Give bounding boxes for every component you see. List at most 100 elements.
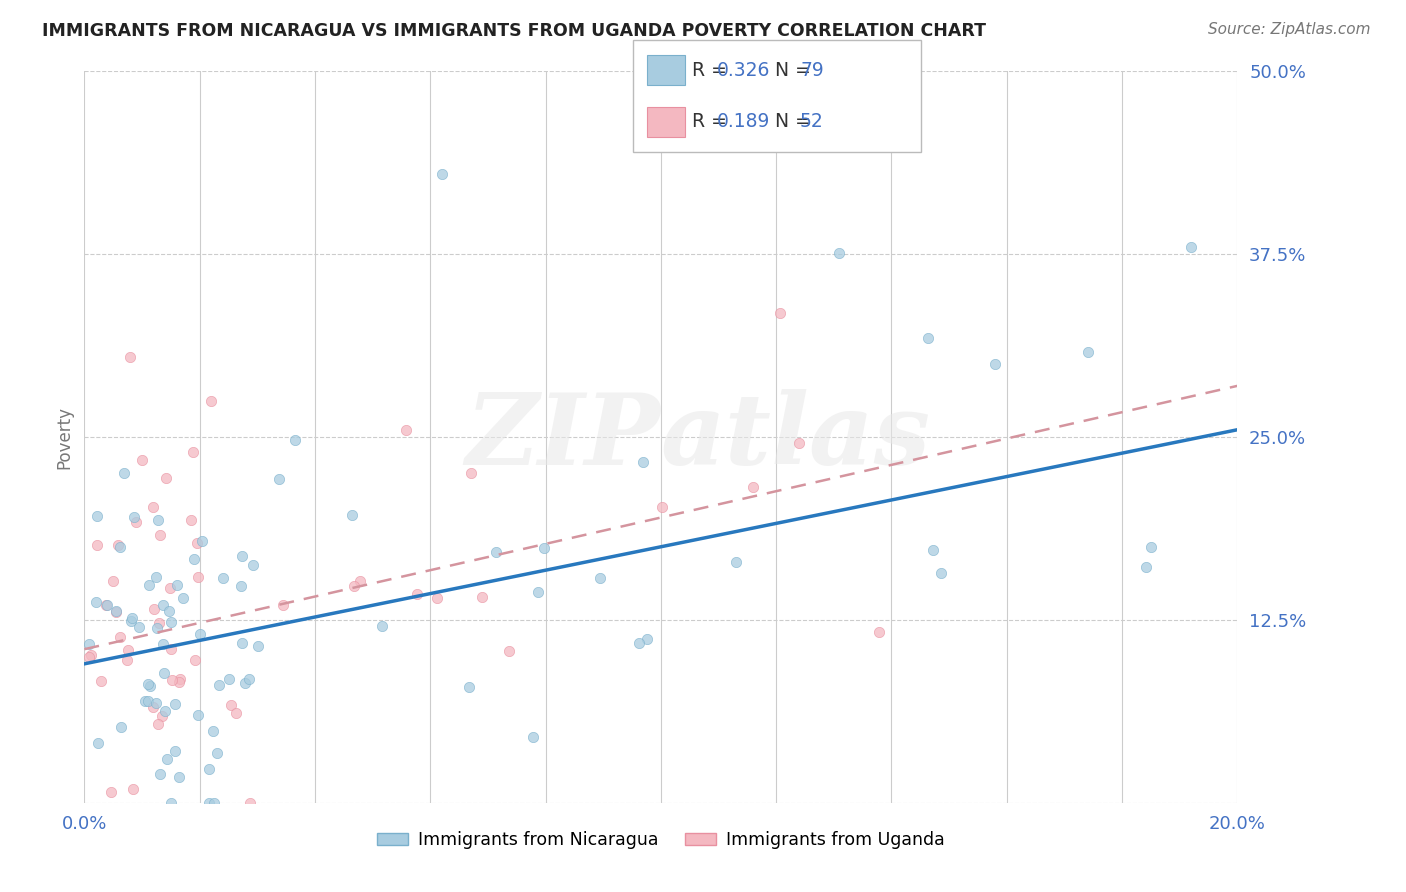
Point — [148, 615, 170, 630]
Point — [787, 436, 810, 450]
Point — [212, 571, 235, 585]
Point — [460, 466, 482, 480]
Point — [167, 770, 190, 784]
Point — [425, 591, 447, 605]
Point — [136, 677, 159, 691]
Point — [208, 678, 231, 692]
Point — [197, 762, 219, 776]
Point — [104, 604, 127, 618]
Point — [984, 357, 1007, 371]
Point — [160, 641, 183, 656]
Point — [651, 500, 673, 515]
Point — [527, 585, 550, 599]
Point — [150, 709, 173, 723]
Point — [90, 673, 112, 688]
Point — [84, 594, 107, 608]
Point — [273, 598, 295, 612]
Point — [122, 510, 145, 524]
Point — [138, 577, 160, 591]
Point — [1180, 240, 1202, 254]
Point — [138, 694, 160, 708]
Point — [146, 716, 169, 731]
Point — [922, 542, 945, 557]
Point — [159, 581, 181, 595]
Point — [267, 472, 290, 486]
Point — [498, 644, 520, 658]
Point — [156, 752, 179, 766]
Point — [142, 699, 165, 714]
Point — [131, 452, 153, 467]
Point — [395, 423, 418, 437]
Point — [128, 619, 150, 633]
Point — [769, 306, 792, 320]
Text: atlas: atlas — [661, 389, 931, 485]
Point — [145, 570, 167, 584]
Point — [157, 604, 180, 618]
Point — [235, 676, 257, 690]
Text: R =: R = — [692, 112, 733, 131]
Point — [533, 541, 555, 555]
Point — [125, 515, 148, 529]
Point — [163, 744, 186, 758]
Point — [101, 574, 124, 589]
Point — [105, 605, 128, 619]
Point — [231, 549, 253, 564]
Point — [134, 693, 156, 707]
Point — [86, 538, 108, 552]
Point — [1135, 560, 1157, 574]
Point — [207, 746, 229, 760]
Point — [188, 627, 211, 641]
Point — [166, 578, 188, 592]
Point — [108, 540, 131, 554]
Point — [149, 528, 172, 542]
Point — [96, 599, 118, 613]
Point — [229, 579, 252, 593]
Point — [283, 433, 305, 447]
Point — [828, 245, 851, 260]
Point — [121, 611, 143, 625]
Point — [627, 635, 650, 649]
Text: 52: 52 — [800, 112, 824, 131]
Point — [349, 574, 371, 588]
Point — [159, 615, 181, 629]
Point — [198, 796, 221, 810]
Point — [142, 602, 165, 616]
Point — [522, 730, 544, 744]
Point — [221, 698, 243, 713]
Point — [77, 637, 100, 651]
Point — [183, 653, 205, 667]
Point — [485, 545, 508, 559]
Point — [225, 706, 247, 720]
Point — [231, 636, 253, 650]
Point — [117, 643, 139, 657]
Point — [139, 679, 162, 693]
Point — [457, 680, 479, 694]
Point — [186, 536, 208, 550]
Point — [868, 624, 890, 639]
Point — [122, 781, 145, 796]
Point — [200, 393, 222, 408]
Y-axis label: Poverty: Poverty — [55, 406, 73, 468]
Point — [239, 796, 262, 810]
Point — [80, 648, 103, 662]
Text: N =: N = — [775, 61, 817, 79]
Text: IMMIGRANTS FROM NICARAGUA VS IMMIGRANTS FROM UGANDA POVERTY CORRELATION CHART: IMMIGRANTS FROM NICARAGUA VS IMMIGRANTS … — [42, 22, 986, 40]
Point — [107, 538, 129, 552]
Point — [167, 674, 190, 689]
Point — [110, 719, 132, 733]
Point — [112, 467, 135, 481]
Point — [430, 167, 453, 181]
Point — [631, 455, 654, 469]
Point — [187, 707, 209, 722]
Point — [371, 618, 394, 632]
Point — [160, 673, 183, 688]
Legend: Immigrants from Nicaragua, Immigrants from Uganda: Immigrants from Nicaragua, Immigrants fr… — [370, 824, 952, 856]
Point — [342, 579, 364, 593]
Point — [1077, 345, 1099, 359]
Point — [636, 632, 658, 646]
Point — [142, 500, 165, 514]
Text: R =: R = — [692, 61, 733, 79]
Text: 0.189: 0.189 — [717, 112, 770, 131]
Point — [155, 471, 177, 485]
Point — [146, 621, 169, 635]
